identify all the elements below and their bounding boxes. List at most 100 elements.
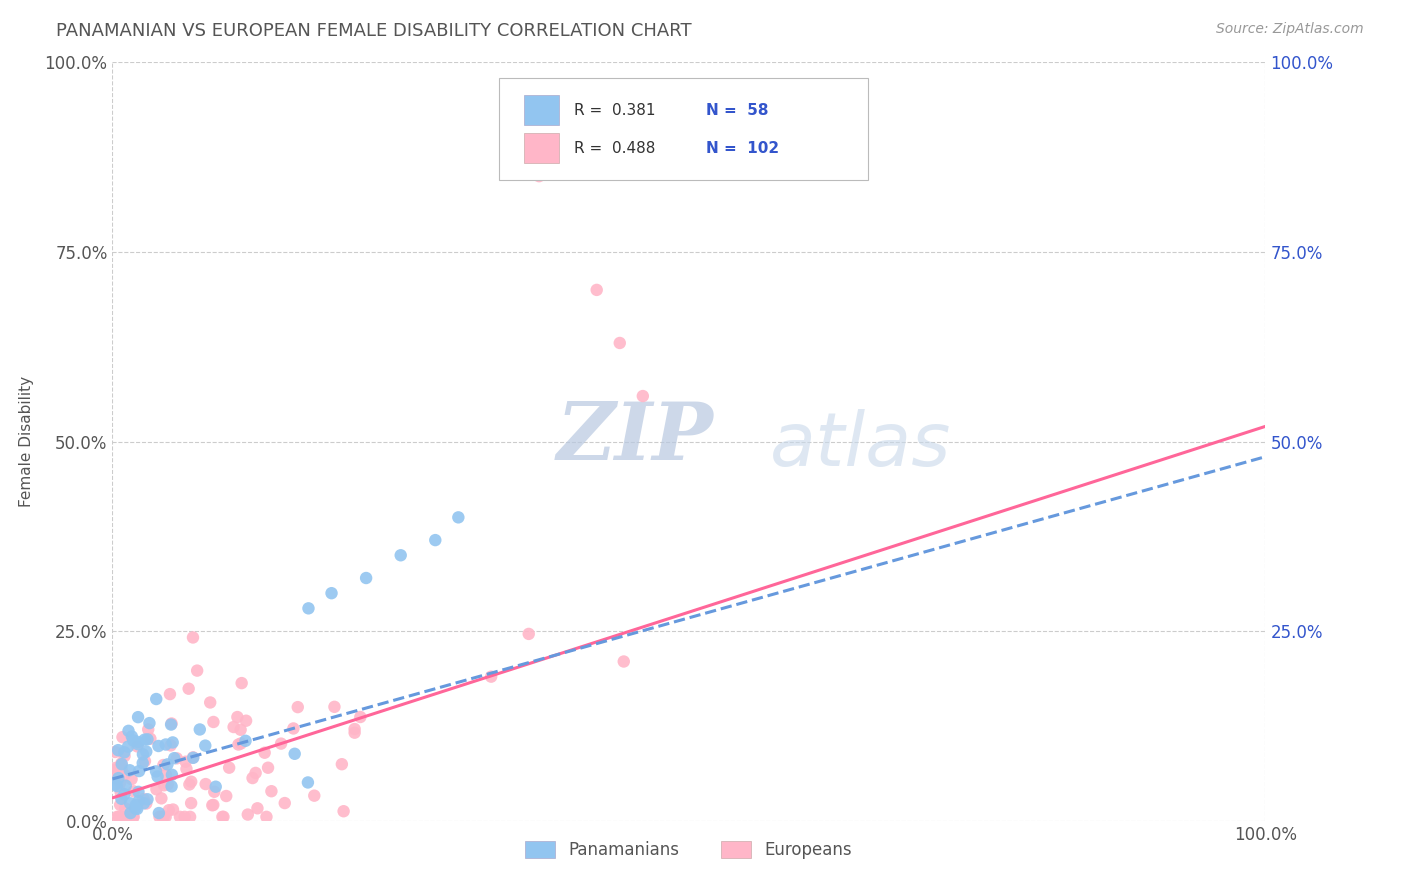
Point	[218, 761, 240, 775]
Point	[120, 797, 142, 811]
Point	[231, 676, 253, 690]
Point	[136, 723, 159, 737]
Point	[128, 764, 150, 778]
Point	[132, 747, 155, 762]
Point	[112, 810, 135, 824]
Point	[145, 764, 167, 779]
Point	[176, 762, 198, 776]
Point	[127, 710, 149, 724]
Point	[117, 723, 139, 738]
Point	[186, 664, 208, 678]
Point	[150, 810, 173, 824]
Point	[160, 780, 183, 794]
Point	[110, 760, 132, 774]
Point	[132, 756, 155, 770]
Text: PANAMANIAN VS EUROPEAN FEMALE DISABILITY CORRELATION CHART: PANAMANIAN VS EUROPEAN FEMALE DISABILITY…	[56, 22, 692, 40]
Point	[181, 750, 204, 764]
Point	[134, 754, 156, 768]
Point	[349, 710, 371, 724]
Text: R =  0.381: R = 0.381	[574, 103, 655, 118]
Point	[212, 810, 235, 824]
Point	[343, 722, 366, 736]
Point	[163, 751, 186, 765]
Point	[136, 792, 159, 806]
Point	[120, 810, 142, 824]
Point	[110, 785, 132, 799]
Text: atlas: atlas	[769, 409, 950, 482]
Point	[121, 772, 143, 786]
Point	[160, 768, 183, 782]
Point	[202, 797, 225, 812]
Point	[120, 806, 142, 821]
Point	[211, 810, 233, 824]
Point	[152, 810, 174, 824]
Point	[157, 803, 180, 817]
Point	[517, 627, 540, 641]
Point	[159, 739, 181, 753]
Point	[118, 810, 141, 824]
Point	[121, 730, 143, 744]
Point	[323, 699, 346, 714]
Point	[156, 757, 179, 772]
Point	[150, 791, 173, 805]
Point	[138, 716, 160, 731]
Point	[111, 757, 134, 772]
Point	[104, 761, 127, 775]
Point	[235, 714, 257, 728]
Point	[156, 777, 179, 791]
Point	[159, 687, 181, 701]
Point	[108, 810, 131, 824]
Point	[283, 722, 305, 736]
Point	[132, 797, 155, 811]
Point	[148, 806, 170, 821]
Point	[188, 723, 211, 737]
Point	[613, 655, 636, 669]
Point	[104, 764, 127, 778]
Point	[122, 733, 145, 747]
Point	[284, 747, 307, 761]
Point	[180, 796, 202, 810]
Point	[125, 797, 148, 812]
Point	[139, 731, 162, 746]
Point	[105, 772, 128, 787]
Y-axis label: Female Disability: Female Disability	[18, 376, 34, 508]
Point	[110, 756, 132, 771]
Point	[117, 739, 139, 754]
Point	[253, 746, 276, 760]
Point	[226, 710, 249, 724]
Point	[145, 782, 167, 797]
Point	[111, 730, 134, 744]
Point	[242, 771, 264, 785]
Point	[160, 716, 183, 731]
Point	[110, 791, 132, 805]
Point	[155, 810, 177, 824]
Point	[152, 758, 174, 772]
Point	[107, 743, 129, 757]
Point	[181, 751, 204, 765]
Point	[108, 776, 131, 790]
Point	[235, 733, 257, 747]
Point	[145, 692, 167, 706]
Point	[229, 723, 252, 737]
Point	[132, 792, 155, 806]
Point	[104, 777, 127, 791]
Point	[179, 810, 201, 824]
Point	[105, 810, 128, 824]
Text: R =  0.488: R = 0.488	[574, 141, 655, 155]
Point	[236, 807, 259, 822]
Point	[222, 720, 245, 734]
Point	[425, 533, 447, 548]
Point	[297, 601, 319, 615]
Point	[179, 777, 201, 791]
Point	[134, 732, 156, 747]
Point	[257, 761, 280, 775]
Point	[105, 779, 128, 793]
Point	[260, 784, 283, 798]
Point	[631, 389, 654, 403]
Point	[122, 810, 145, 824]
Point	[330, 757, 353, 772]
FancyBboxPatch shape	[499, 78, 868, 180]
Point	[200, 696, 222, 710]
Legend: Panamanians, Europeans: Panamanians, Europeans	[519, 834, 859, 865]
Point	[447, 510, 470, 524]
